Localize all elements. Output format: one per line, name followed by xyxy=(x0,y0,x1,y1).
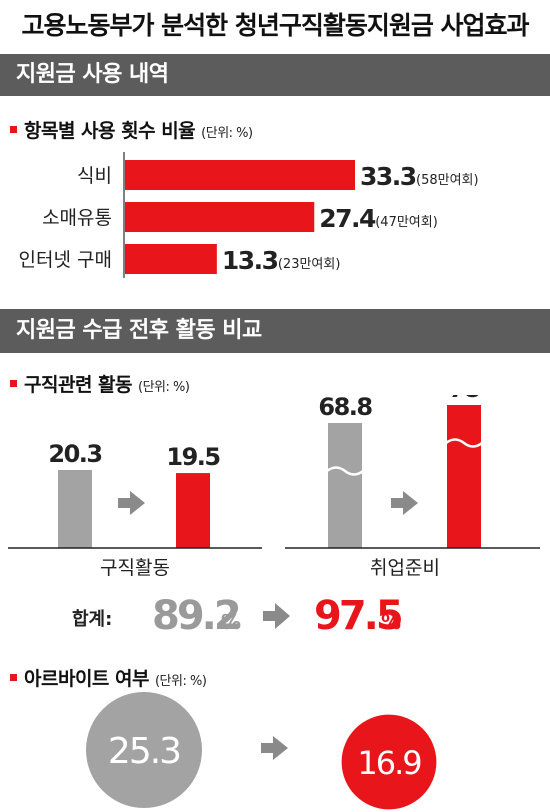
after-value-label: 78 xyxy=(449,395,480,403)
before-bar xyxy=(58,470,92,548)
after-bubble xyxy=(341,714,437,810)
parttime-bubble-chart: 25.3 16.9 xyxy=(86,692,437,810)
infographic-title: 고용노동부가 분석한 청년구직활동지원금 사업효과 xyxy=(21,11,529,40)
total-before-value: 89.2 xyxy=(152,593,239,639)
usage-count-label: (23만여회) xyxy=(278,257,341,272)
after-bubble-value: 16.9 xyxy=(357,744,421,782)
usage-value-label: 27.4 xyxy=(319,204,376,233)
usage-count-label: (47만여회) xyxy=(375,215,438,230)
usage-value-label: 13.3 xyxy=(222,246,278,275)
usage-category-label: 식비 xyxy=(77,165,112,187)
before-bubble xyxy=(86,692,202,808)
parttime-bubbles-group: 25.3 16.9 xyxy=(86,692,437,810)
bullet-square-icon xyxy=(10,674,17,681)
job-activity-bars-group: 20.3 19.5 구직활동 68.8 78 취업준비 xyxy=(8,395,540,579)
job-activity-title: 구직관련 활동 xyxy=(24,374,133,396)
group-label: 구직활동 xyxy=(100,557,170,579)
job-activity-heading: 구직관련 활동 (단위: %) xyxy=(10,370,190,397)
right-arrow-icon xyxy=(261,736,288,760)
before-bar xyxy=(328,423,362,548)
section-usage-band: 지원금 사용 내역 xyxy=(0,54,550,96)
after-bar xyxy=(447,405,481,548)
bullet-square-icon xyxy=(10,380,17,387)
parttime-heading: 아르바이트 여부 (단위: %) xyxy=(10,664,207,691)
usage-value-label: 33.3 xyxy=(360,162,416,191)
total-after-value: 97.5 xyxy=(314,593,402,639)
total-after-unit: % xyxy=(381,610,401,634)
right-arrow-icon xyxy=(118,491,145,515)
usage-bars-group: 식비 33.3 (58만여회) 소매유통 27.4 (47만여회) 인터넷 구매 13.3 (2… xyxy=(19,160,479,275)
activity-group: 68.8 78 취업준비 xyxy=(285,395,540,579)
activity-group: 20.3 19.5 구직활동 xyxy=(8,440,262,579)
usage-bar xyxy=(125,160,355,190)
job-activity-chart: 20.3 19.5 구직활동 68.8 78 취업준비 xyxy=(8,395,540,579)
after-bar xyxy=(176,473,210,548)
right-arrow-icon xyxy=(391,491,418,515)
usage-bar-chart: 식비 33.3 (58만여회) 소매유통 27.4 (47만여회) 인터넷 구매 13.3 (2… xyxy=(19,152,479,278)
parttime-title: 아르바이트 여부 xyxy=(24,668,149,690)
section-compare-band: 지원금 수급 전후 활동 비교 xyxy=(0,309,550,353)
total-comparison: 합계: 89.2 % 97.5 % xyxy=(72,593,405,639)
axis-break-mark xyxy=(326,466,364,476)
usage-bar xyxy=(125,202,315,232)
total-before-unit: % xyxy=(221,610,241,634)
section-usage-title: 지원금 사용 내역 xyxy=(16,62,169,87)
before-bubble-value: 25.3 xyxy=(108,731,180,772)
section-compare-title: 지원금 수급 전후 활동 비교 xyxy=(16,318,262,343)
usage-chart-unit: (단위: %) xyxy=(201,126,253,141)
usage-bar xyxy=(125,244,217,274)
after-value-label: 19.5 xyxy=(166,443,220,471)
total-arrow-icon xyxy=(263,603,290,629)
usage-count-label: (58만여회) xyxy=(416,173,479,188)
total-label: 합계: xyxy=(72,608,112,630)
group-label: 취업준비 xyxy=(370,557,440,579)
parttime-unit: (단위: %) xyxy=(154,674,207,689)
job-activity-unit: (단위: %) xyxy=(138,380,190,395)
usage-chart-heading: 항목별 사용 횟수 비율 (단위: %) xyxy=(10,116,253,143)
axis-break-mark xyxy=(445,438,483,448)
usage-category-label: 인터넷 구매 xyxy=(19,249,112,271)
before-value-label: 68.8 xyxy=(318,395,372,421)
usage-chart-title: 항목별 사용 횟수 비율 xyxy=(24,120,196,142)
usage-category-label: 소매유통 xyxy=(42,207,112,229)
before-value-label: 20.3 xyxy=(48,440,101,468)
bullet-square-icon xyxy=(10,126,17,133)
